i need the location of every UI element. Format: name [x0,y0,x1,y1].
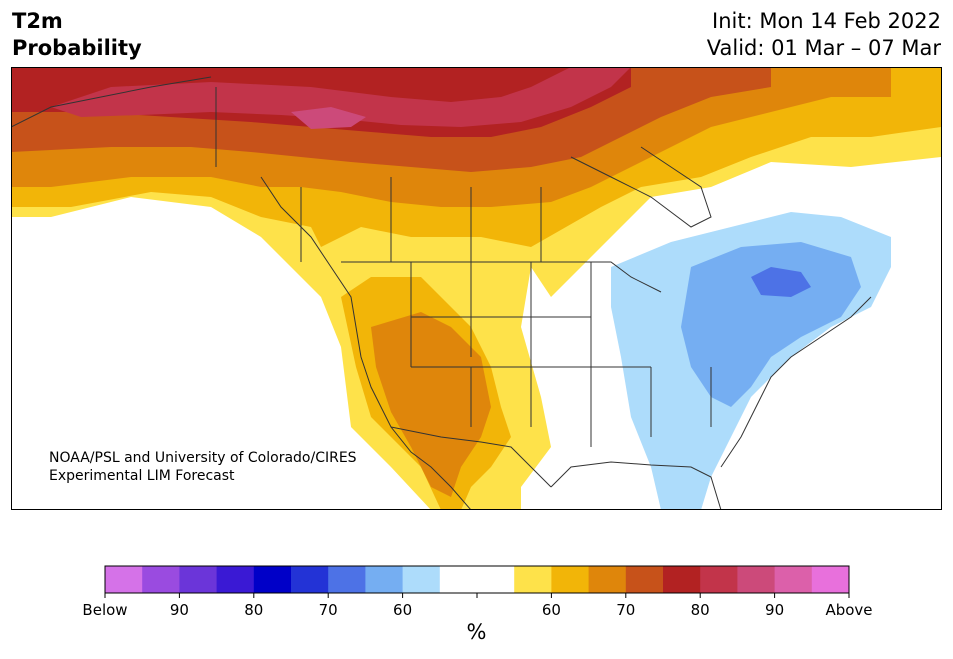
colorbar-tick-label: 90 [765,601,784,619]
coastline-west [11,76,472,510]
colorbar-swatch [439,566,478,593]
colorbar-swatch [105,566,143,593]
colorbar-tick-label: 90 [170,601,189,619]
colorbar-tick-label: Above [825,601,872,619]
colorbar-swatch [402,566,441,593]
colorbar-tick-label: 60 [393,601,412,619]
colorbar-swatch [551,566,590,593]
credit-text: NOAA/PSL and University of Colorado/CIRE… [49,449,357,485]
colorbar-unit: % [466,620,487,644]
map-title: T2m Probability [12,8,142,62]
colorbar-swatch [216,566,255,593]
map-frame [11,67,942,510]
init-date: Init: Mon 14 Feb 2022 [712,9,941,33]
colorbar-swatch [588,566,627,593]
colorbar: Below 90 80 70 60 60 70 80 90 Above [82,565,873,619]
colorbar-tick-label: 70 [616,601,635,619]
colorbar-swatch [514,566,552,593]
political-borders [11,76,872,510]
warm-region-above90 [291,107,366,129]
colorbar-ticks: Below 90 80 70 60 60 70 80 90 Above [82,593,873,619]
colorbar-swatch [737,566,776,593]
cold-region-below70 [681,242,861,407]
credit-line-1: NOAA/PSL and University of Colorado/CIRE… [49,450,357,466]
colorbar-tick-label: 80 [691,601,710,619]
colorbar-tick-label: 70 [319,601,338,619]
colorbar-swatch [811,566,850,593]
colorbar-swatch [142,566,180,593]
colorbar-swatch [663,566,701,593]
warm-region-above85 [51,67,631,127]
colorbar-swatch [774,566,813,593]
colorbar-swatch [477,566,515,593]
colorbar-swatch [700,566,738,593]
colorbar-swatch [328,566,366,593]
title-line-1: T2m [12,9,63,33]
colorbar-swatch [291,566,329,593]
cold-region-below80 [751,267,811,297]
gulf-coast [550,461,722,510]
state-lines [410,262,712,447]
colorbar-swatch [365,566,404,593]
hudson-bay [570,146,712,228]
probability-fill-layer [11,67,941,510]
colorbar-tick-label: 80 [244,601,263,619]
colorbar-tick-label: Below [82,601,127,619]
colorbar-tick-label: 60 [542,601,561,619]
valid-period: Valid: 01 Mar – 07 Mar [706,36,941,60]
us-mexico-border [390,426,552,488]
colorbar-swatches [105,566,850,593]
colorbar-swatch [179,566,218,593]
colorbar-swatch [253,566,292,593]
forecast-map [11,67,942,510]
warm-region-above70 [11,67,891,497]
province-lines [300,177,542,262]
colorbar-swatch [625,566,664,593]
title-line-2: Probability [12,36,142,60]
credit-line-2: Experimental LIM Forecast [49,468,235,484]
east-coast [720,296,872,468]
canada-us-border [341,261,662,293]
forecast-dates: Init: Mon 14 Feb 2022 Valid: 01 Mar – 07… [707,8,941,62]
